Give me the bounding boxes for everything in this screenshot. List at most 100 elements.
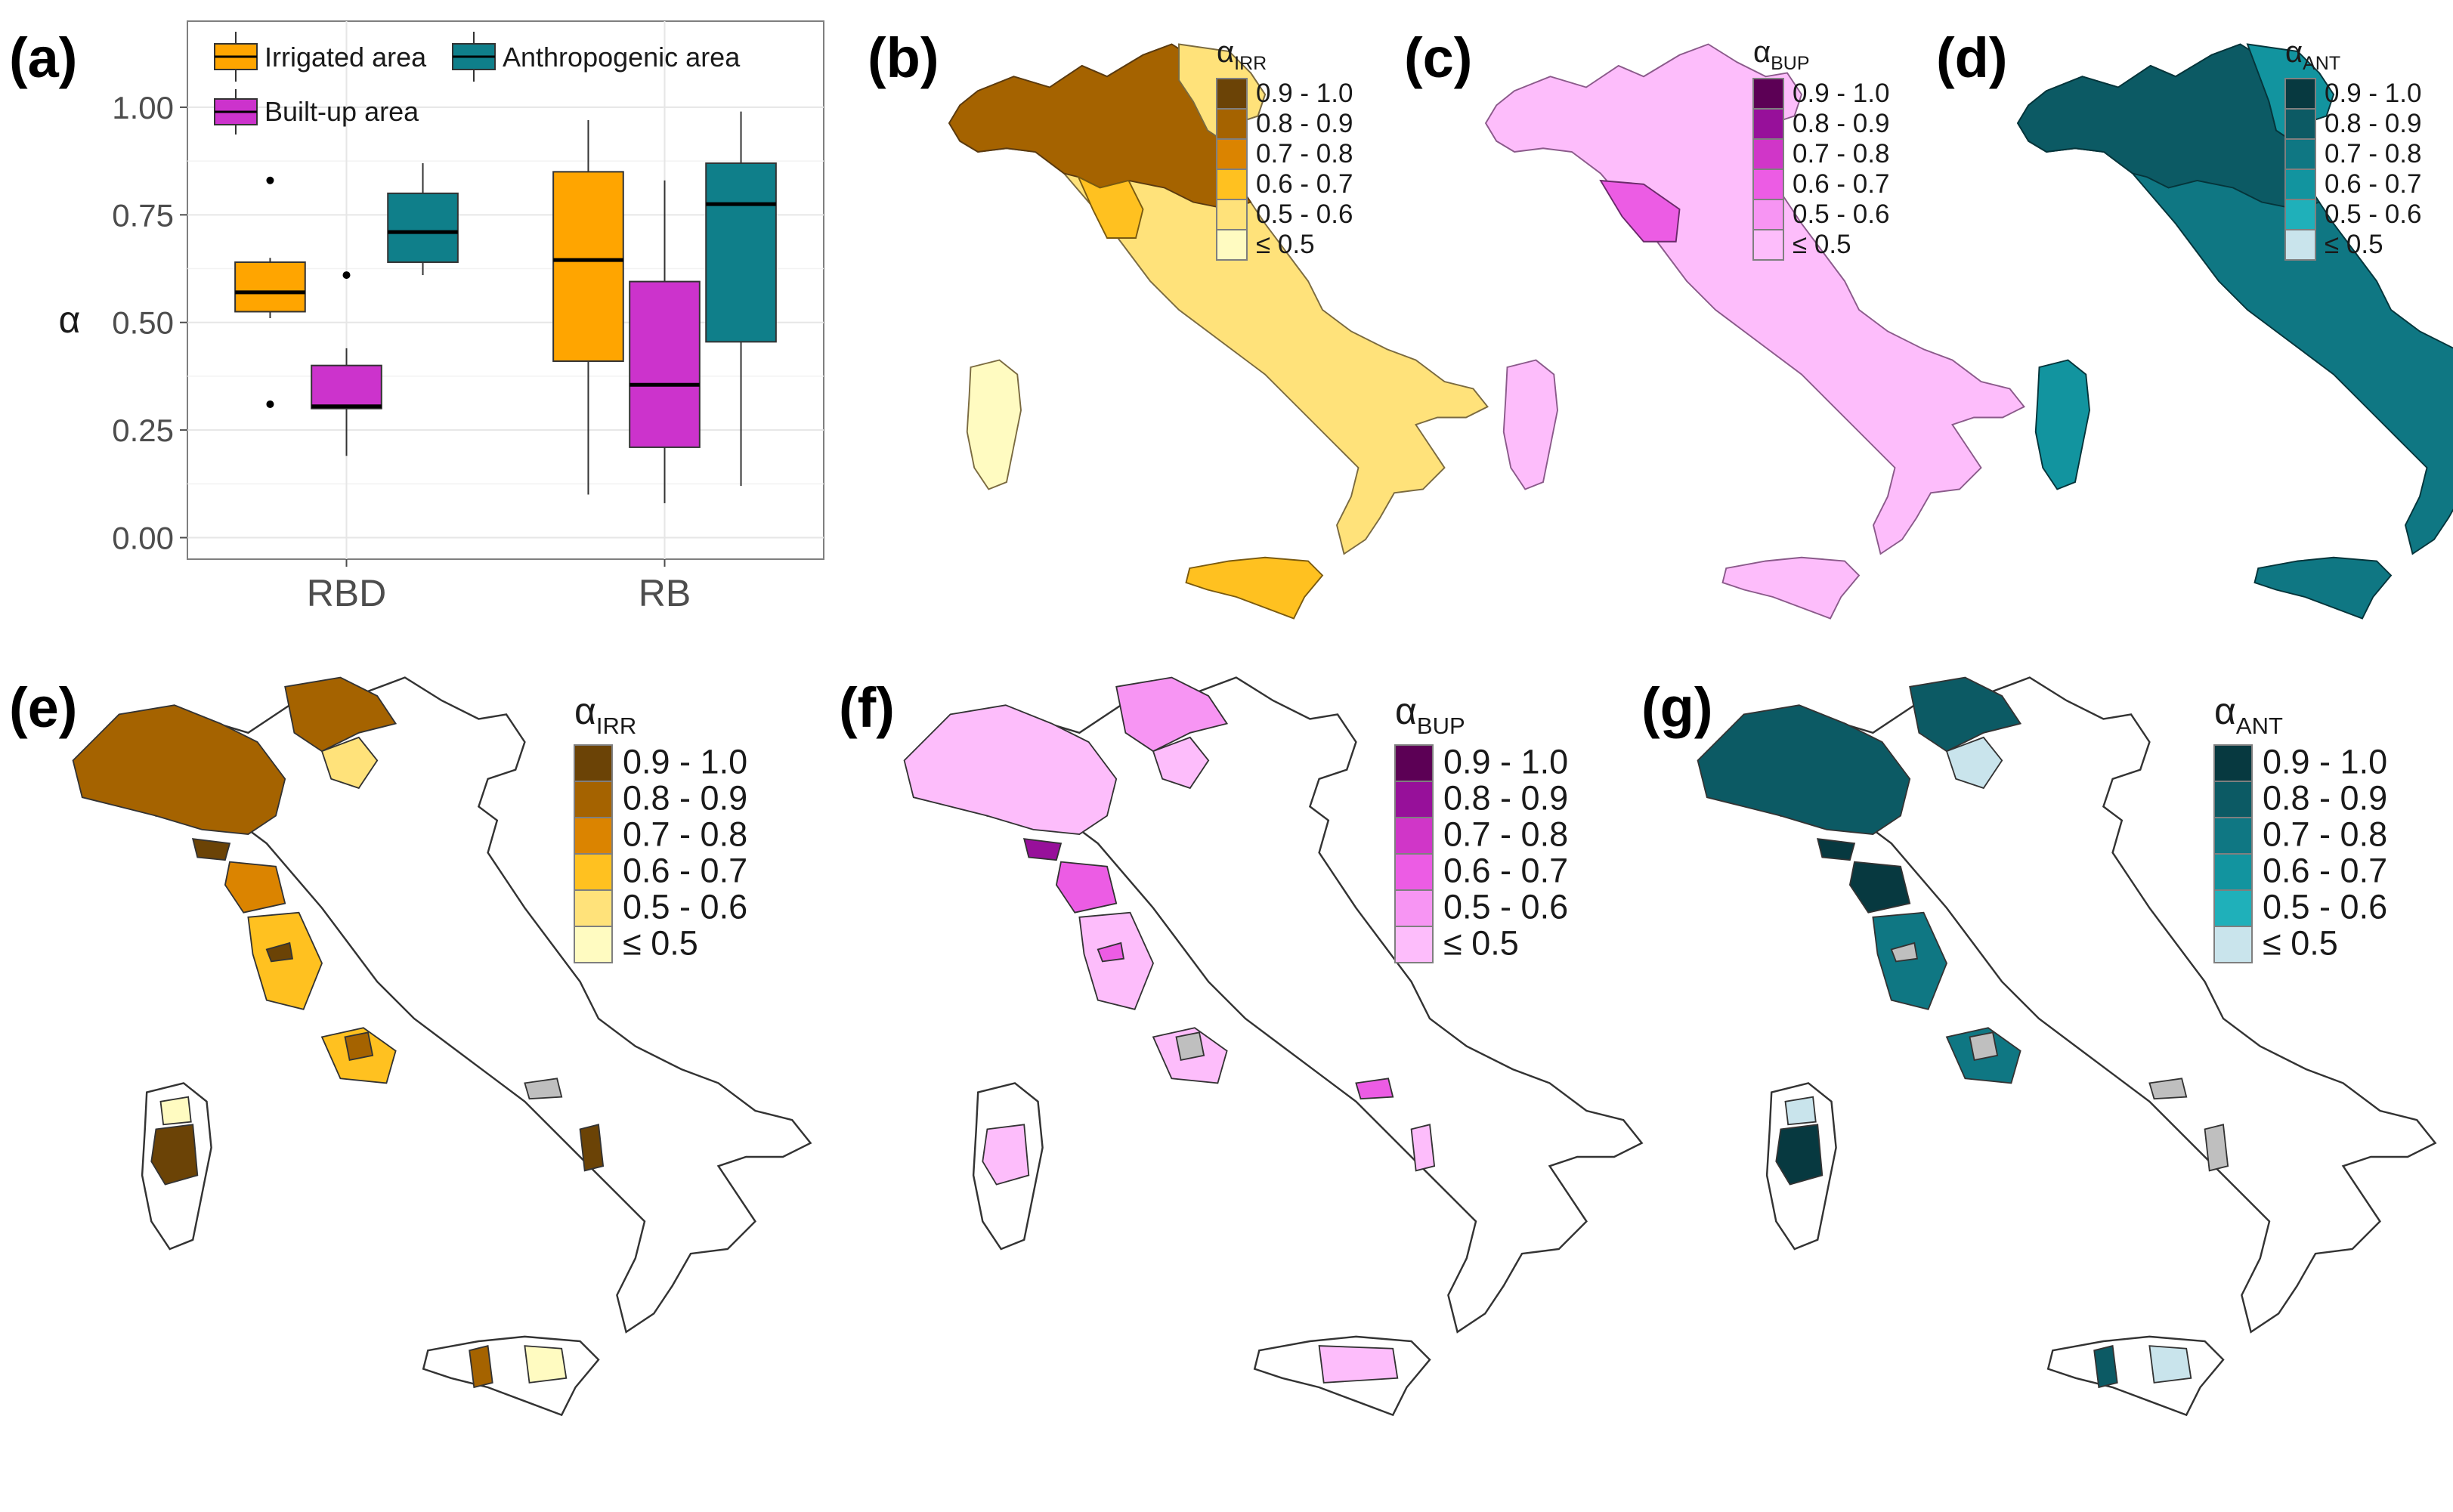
legend-swatch	[2284, 78, 2316, 110]
legend-swatch	[1752, 78, 1784, 110]
legend-label: 0.7 - 0.8	[1793, 139, 1889, 169]
basin-calabria	[1410, 1124, 1436, 1172]
box-irrigated-area-rb	[552, 120, 624, 495]
legend-swatch	[1394, 744, 1434, 782]
legend-swatch	[2213, 889, 2253, 927]
basin-sicily-west	[2093, 1344, 2118, 1389]
map-sardinia	[2034, 359, 2090, 490]
map-sardinia	[966, 359, 1022, 490]
basin-calabria	[579, 1124, 605, 1172]
legend-swatch	[2213, 853, 2253, 891]
basin-northeast	[1909, 676, 2022, 753]
box-iqr	[629, 280, 701, 448]
panel-label-c: (c)	[1404, 26, 1472, 89]
panel-label-g: (g)	[1641, 676, 1713, 739]
basin-sardinia-tirso	[150, 1124, 199, 1186]
panel-label-f: (f)	[839, 676, 895, 739]
legend-label: 0.7 - 0.8	[2263, 815, 2387, 853]
box-irrigated-area-rbd	[234, 176, 306, 408]
basin-central-east	[1890, 942, 1919, 963]
legend-label: 0.8 - 0.9	[1443, 778, 1568, 817]
legend-label: 0.9 - 1.0	[2325, 79, 2421, 108]
legend-label: 0.9 - 1.0	[1256, 79, 1353, 108]
legend-swatch	[1752, 108, 1784, 140]
legend-label: 0.5 - 0.6	[1793, 199, 1889, 229]
legend-label: 0.5 - 0.6	[2263, 887, 2387, 926]
legend-label: ≤ 0.5	[2325, 230, 2383, 259]
legend-swatch	[574, 744, 613, 782]
basin-nodata	[1175, 1031, 1205, 1061]
boxplot-legend: Irrigated area Anthropogenic area Built-…	[214, 32, 741, 135]
box-iqr	[311, 364, 382, 410]
outlier-point	[266, 176, 274, 184]
legend-swatch	[1752, 169, 1784, 200]
y-tick-label: 0.00	[112, 521, 174, 556]
legend-swatch	[574, 817, 613, 855]
legend-title: αANT	[2214, 690, 2283, 739]
legend-label: 0.7 - 0.8	[1443, 815, 1568, 853]
legend-title: αBUP	[1395, 690, 1465, 739]
y-tick-label: 0.50	[112, 305, 174, 341]
legend-label: 0.7 - 0.8	[2325, 139, 2421, 169]
legend-label: 0.8 - 0.9	[2263, 778, 2387, 817]
basin-sardinia-tirso	[982, 1124, 1030, 1186]
basin-liguria	[1816, 838, 1856, 861]
basin-po	[903, 704, 1118, 835]
panel-label-d: (d)	[1936, 26, 2008, 89]
legend-swatch	[574, 889, 613, 927]
legend-label: 0.6 - 0.7	[1443, 851, 1568, 889]
legend-swatch	[574, 926, 613, 963]
basin-central-east	[265, 942, 294, 963]
x-tick-label: RB	[639, 572, 691, 614]
map-panel-f	[903, 676, 1643, 1416]
legend-label: 0.8 - 0.9	[1793, 109, 1889, 138]
basin-arno	[1848, 861, 1911, 914]
basin-south	[1355, 1078, 1394, 1100]
box-anthropogenic-area-rb	[705, 111, 777, 487]
legend-label: ≤ 0.5	[2263, 923, 2338, 962]
y-tick-label: 0.25	[112, 413, 174, 448]
legend-label: 0.6 - 0.7	[1256, 169, 1353, 199]
map-sardinia	[1502, 359, 1558, 490]
legend-swatch	[2213, 744, 2253, 782]
legend-swatch	[1394, 889, 1434, 927]
legend-label: 0.9 - 1.0	[623, 742, 747, 781]
basin-calabria	[2204, 1124, 2229, 1172]
legend-label: ≤ 0.5	[1256, 230, 1315, 259]
basin-venice	[1945, 736, 2003, 790]
legend-title: αIRR	[574, 690, 636, 739]
boxplot-panel-a: 0.00 0.25 0.50 0.75 1.00 α RBD RB Irrigated a…	[59, 20, 824, 614]
legend-swatch	[574, 781, 613, 818]
basin-tiber	[1872, 911, 1947, 1010]
boxplot-boxes	[234, 111, 777, 503]
legend-label: 0.7 - 0.8	[623, 815, 747, 853]
legend-swatch	[1216, 138, 1248, 170]
outlier-point	[342, 271, 351, 280]
map-sicily	[1185, 556, 1323, 620]
y-axis-ticks: 0.00 0.25 0.50 0.75 1.00	[112, 90, 187, 556]
legend-label: 0.5 - 0.6	[1256, 199, 1353, 229]
box-built-up-area-rbd	[311, 271, 382, 456]
basin-sicily	[1318, 1345, 1399, 1384]
legend-label: 0.7 - 0.8	[1256, 139, 1353, 169]
basin-venice	[1152, 736, 1210, 790]
basin-arno	[1055, 861, 1118, 914]
legend-label: 0.5 - 0.6	[1443, 887, 1568, 926]
basin-nodata-south	[524, 1078, 563, 1100]
basin-venice	[320, 736, 379, 790]
legend-label: 0.5 - 0.6	[2325, 199, 2421, 229]
legend-title: αIRR	[1217, 36, 1267, 74]
panel-label-b: (b)	[868, 26, 939, 89]
box-iqr	[234, 261, 306, 313]
legend-label: 0.8 - 0.9	[2325, 109, 2421, 138]
basin-sicily-west	[469, 1344, 493, 1389]
legend-swatch	[2284, 229, 2316, 261]
basin-sardinia-north	[1784, 1096, 1817, 1126]
legend-swatch	[2213, 926, 2253, 963]
map-panel-c	[1485, 43, 2025, 620]
legend-title: αANT	[2285, 36, 2340, 74]
legend-label: 0.6 - 0.7	[2263, 851, 2387, 889]
basin-central-east	[1097, 942, 1125, 963]
box-built-up-area-rb	[629, 180, 701, 503]
